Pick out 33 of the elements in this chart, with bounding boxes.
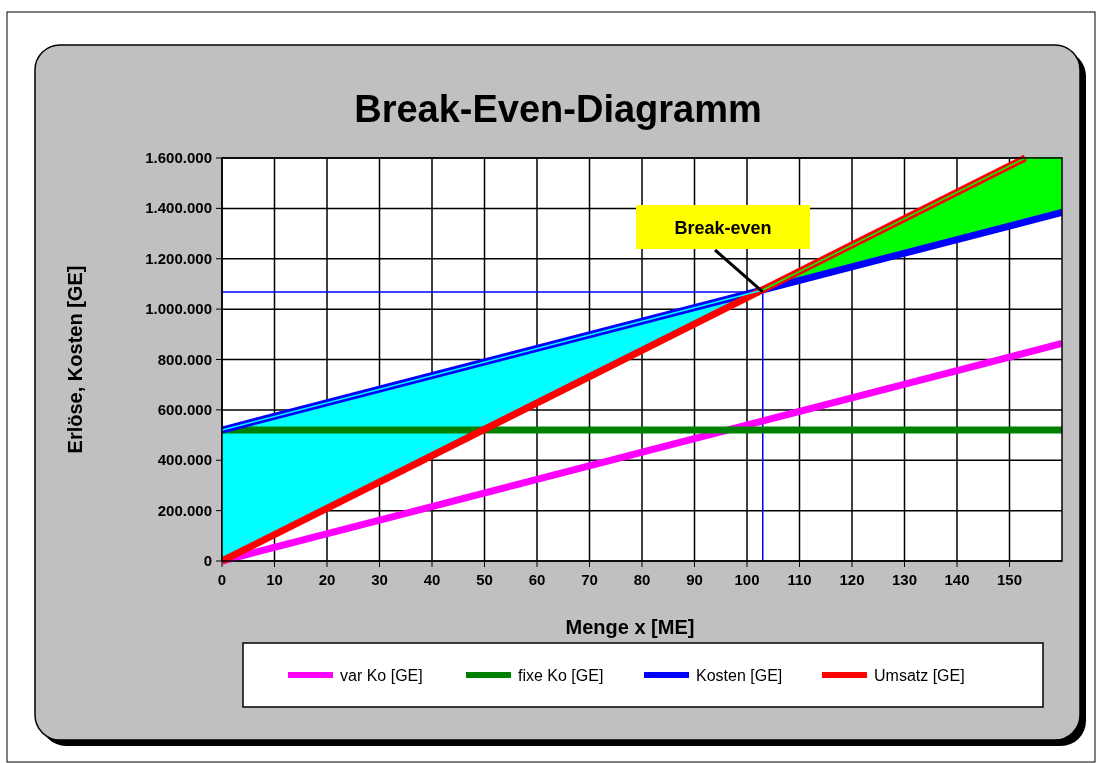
legend-label: Umsatz [GE]: [874, 667, 965, 684]
y-tick-label: 0: [203, 552, 212, 569]
x-axis-title: Menge x [ME]: [565, 616, 695, 638]
x-tick-label: 100: [734, 571, 760, 588]
y-tick-label: 1.000.000: [145, 300, 212, 318]
annotation: Break-even: [674, 218, 772, 238]
y-tick-label: 1.200.000: [145, 249, 212, 267]
y-tick-label: 200.000: [157, 501, 212, 519]
y-tick-label: 1.600.000: [145, 149, 212, 166]
x-tick-label: 0: [217, 571, 227, 588]
x-tick-label: 80: [633, 571, 651, 588]
x-tick-label: 50: [476, 571, 493, 588]
x-tick-label: 130: [891, 571, 918, 588]
x-tick-label: 20: [318, 571, 336, 588]
chart-title: Break-Even-Diagramm: [354, 88, 762, 130]
x-tick-label: 90: [686, 571, 703, 588]
x-tick-label: 120: [839, 571, 865, 588]
y-axis-title: Erlöse, Kosten [GE]: [64, 265, 86, 454]
y-tick-label: 1.400.000: [145, 199, 212, 217]
legend-label: fixe Ko [GE]: [518, 667, 604, 684]
x-tick-label: 70: [581, 571, 598, 588]
x-tick-label: 150: [996, 571, 1023, 588]
legend-label: var Ko [GE]: [340, 667, 423, 684]
x-tick-label: 10: [266, 571, 283, 588]
x-tick-label: 60: [528, 571, 546, 588]
x-tick-label: 30: [371, 571, 388, 588]
x-tick-label: 40: [423, 571, 441, 588]
x-tick-label: 110: [787, 571, 812, 588]
x-tick-label: 140: [944, 571, 970, 588]
legend-label: Kosten [GE]: [696, 667, 783, 684]
y-tick-label: 800.000: [157, 350, 212, 368]
y-tick-label: 400.000: [157, 451, 212, 469]
y-tick-label: 600.000: [157, 400, 212, 418]
